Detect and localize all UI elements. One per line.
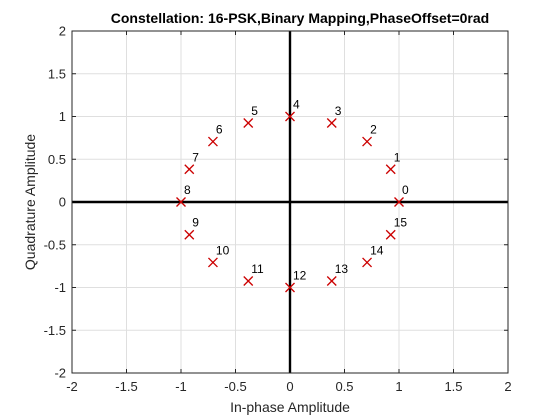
x-tick-label: -1 bbox=[175, 379, 187, 394]
marker-stroke bbox=[385, 229, 396, 240]
marker-stroke bbox=[243, 118, 254, 128]
point-label: 5 bbox=[251, 104, 258, 118]
constellation-point-marker bbox=[394, 197, 404, 207]
point-label: 1 bbox=[394, 150, 401, 164]
x-axis-label: In-phase Amplitude bbox=[230, 399, 350, 415]
constellation-point-marker bbox=[326, 118, 337, 128]
constellation-point-marker bbox=[385, 164, 396, 175]
x-tick-label: 0 bbox=[286, 379, 293, 394]
y-tick-label: -1.5 bbox=[44, 323, 66, 338]
y-tick-label: -1 bbox=[54, 280, 66, 295]
constellation-point-marker bbox=[362, 257, 373, 268]
constellation-point-marker bbox=[176, 197, 186, 207]
x-tick-label: 1 bbox=[395, 379, 402, 394]
marker-stroke bbox=[326, 276, 337, 286]
constellation-point-marker bbox=[385, 229, 396, 240]
constellation-point-marker bbox=[207, 136, 218, 147]
marker-stroke bbox=[326, 118, 337, 128]
zero-axes bbox=[72, 31, 508, 373]
point-label: 13 bbox=[335, 262, 349, 276]
marker-stroke bbox=[207, 136, 218, 147]
y-tick-label: -0.5 bbox=[44, 237, 66, 252]
constellation-point-marker bbox=[184, 229, 195, 240]
point-label: 10 bbox=[216, 243, 230, 257]
point-label: 15 bbox=[394, 216, 408, 230]
x-tick-label: 2 bbox=[504, 379, 511, 394]
marker-stroke bbox=[285, 282, 295, 293]
marker-stroke bbox=[362, 257, 373, 268]
constellation-points bbox=[176, 111, 404, 293]
x-tick-labels: -2 -1.5 -1 -0.5 0 0.5 1 1.5 2 bbox=[66, 379, 511, 394]
y-tick-label: 0.5 bbox=[48, 152, 66, 167]
marker-stroke bbox=[184, 164, 195, 175]
x-tick-label: -1.5 bbox=[115, 379, 137, 394]
point-label: 9 bbox=[192, 216, 199, 230]
marker-stroke bbox=[394, 197, 404, 207]
point-label: 7 bbox=[192, 150, 199, 164]
y-axis-label: Quadrature Amplitude bbox=[22, 134, 38, 270]
constellation-point-marker bbox=[362, 136, 373, 147]
constellation-point-marker bbox=[184, 164, 195, 175]
point-label: 6 bbox=[216, 123, 223, 137]
x-tick-label: -0.5 bbox=[224, 379, 246, 394]
point-label: 14 bbox=[370, 243, 384, 257]
marker-stroke bbox=[207, 257, 218, 268]
point-label: 12 bbox=[293, 269, 307, 283]
constellation-point-marker bbox=[243, 118, 254, 128]
constellation-point-marker bbox=[243, 276, 254, 286]
constellation-point-marker bbox=[207, 257, 218, 268]
point-label: 8 bbox=[184, 183, 191, 197]
constellation-point-marker bbox=[285, 111, 295, 122]
x-tick-label: 0.5 bbox=[335, 379, 353, 394]
constellation-point-marker bbox=[326, 276, 337, 286]
y-tick-label: 2 bbox=[59, 24, 66, 39]
x-tick-label: 1.5 bbox=[444, 379, 462, 394]
point-label: 3 bbox=[335, 104, 342, 118]
y-tick-labels: -2 -1.5 -1 -0.5 0 0.5 1 1.5 2 bbox=[44, 24, 66, 381]
point-label: 11 bbox=[251, 262, 264, 276]
marker-stroke bbox=[362, 136, 373, 147]
y-tick-label: 1 bbox=[59, 109, 66, 124]
chart-title: Constellation: 16-PSK,Binary Mapping,Pha… bbox=[111, 10, 489, 26]
marker-stroke bbox=[176, 197, 186, 207]
y-tick-label: 1.5 bbox=[48, 66, 66, 81]
plot-frame bbox=[71, 30, 509, 374]
point-label: 4 bbox=[293, 98, 300, 112]
constellation-point-marker bbox=[285, 282, 295, 293]
point-label: 0 bbox=[402, 183, 409, 197]
point-label: 2 bbox=[370, 123, 377, 137]
marker-stroke bbox=[385, 164, 396, 175]
x-tick-label: -2 bbox=[66, 379, 78, 394]
marker-stroke bbox=[184, 229, 195, 240]
marker-stroke bbox=[285, 111, 295, 122]
y-tick-label: -2 bbox=[54, 366, 66, 381]
y-tick-label: 0 bbox=[59, 195, 66, 210]
marker-stroke bbox=[243, 276, 254, 286]
